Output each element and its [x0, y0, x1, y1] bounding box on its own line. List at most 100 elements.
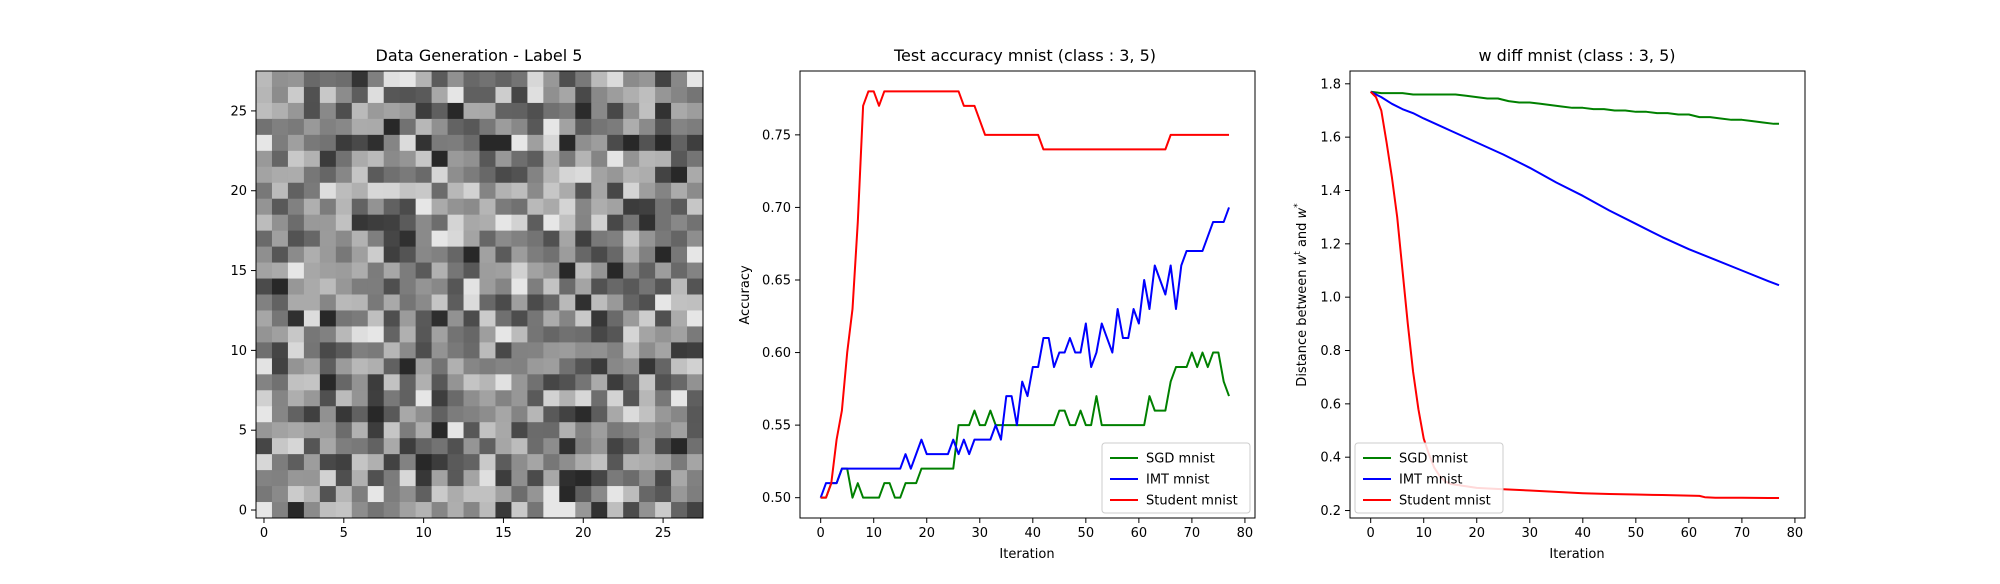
heatmap-cell — [383, 358, 401, 375]
heatmap-cell — [687, 86, 704, 104]
heatmap-cell — [671, 150, 688, 168]
heatmap-cell — [383, 342, 401, 359]
heatmap-cell — [287, 374, 305, 391]
heatmap-cell — [351, 438, 369, 455]
heatmap-cell — [511, 390, 528, 407]
heatmap-cell — [639, 470, 656, 487]
heatmap-cell — [415, 118, 432, 136]
heatmap-cell — [415, 182, 432, 200]
heatmap-cell — [559, 214, 576, 232]
heatmap-cell — [415, 71, 432, 88]
heatmap-cell — [591, 198, 608, 216]
heatmap-cell — [271, 198, 289, 216]
heatmap-cell — [559, 454, 576, 471]
heatmap-cell — [399, 310, 417, 327]
heatmap-cell — [527, 166, 544, 184]
heatmap-cell — [271, 262, 289, 279]
heatmap-cell — [495, 262, 512, 279]
heatmap-cell — [575, 358, 592, 375]
heatmap-cell — [399, 374, 417, 391]
heatmap-cell — [351, 406, 369, 423]
heatmap-cell — [415, 326, 432, 343]
heatmap-cell — [303, 374, 321, 391]
heatmap-cell — [543, 214, 560, 232]
heatmap-cell — [351, 71, 369, 88]
heatmap-cell — [495, 182, 512, 200]
heatmap-cell — [319, 71, 337, 88]
heatmap-cell — [655, 118, 672, 136]
heatmap-cell — [399, 262, 417, 279]
heatmap-cell — [623, 310, 640, 327]
heatmap-cell — [367, 118, 385, 136]
heatmap-cell — [559, 166, 576, 184]
heatmap-cell — [463, 230, 480, 247]
heatmap-cell — [367, 102, 385, 120]
heatmap-cell — [431, 71, 448, 88]
heatmap-cell — [399, 71, 417, 88]
heatmap-cell — [671, 71, 688, 88]
heatmap-cell — [303, 406, 321, 423]
heatmap-cell — [335, 502, 353, 519]
heatmap-cell — [367, 406, 385, 423]
heatmap-cell — [591, 406, 608, 423]
heatmap-cell — [351, 118, 369, 136]
heatmap-cell — [591, 342, 608, 359]
heatmap-cell — [671, 406, 688, 423]
heatmap-cell — [351, 230, 369, 247]
heatmap-cell — [655, 390, 672, 407]
heatmap-cell — [431, 246, 448, 263]
heatmap-cell — [527, 182, 544, 200]
heatmap-cell — [319, 454, 337, 471]
heatmap-cell — [559, 134, 576, 152]
heatmap-cell — [447, 262, 464, 279]
heatmap-cell — [287, 166, 305, 184]
heatmap-cell — [256, 102, 273, 120]
heatmap-cell — [463, 374, 480, 391]
heatmap-cell — [319, 102, 337, 120]
heatmap-cell — [447, 166, 464, 184]
heatmap-cell — [447, 342, 464, 359]
heatmap-cell — [271, 214, 289, 232]
heatmap-cell — [655, 214, 672, 232]
heatmap-cell — [447, 374, 464, 391]
heatmap-cell — [687, 262, 704, 279]
heatmap-cell — [256, 502, 273, 519]
heatmap-cell — [591, 294, 608, 311]
heatmap-cell — [543, 102, 560, 120]
heatmap-cell — [623, 294, 640, 311]
heatmap-cell — [335, 486, 353, 503]
heatmap-cell — [527, 310, 544, 327]
heatmap-cell — [591, 454, 608, 471]
heatmap-cell — [527, 118, 544, 136]
heatmap-cell — [256, 310, 273, 327]
heatmap-cell — [447, 278, 464, 295]
heatmap-cell — [687, 102, 704, 120]
heatmap-cell — [495, 502, 512, 519]
heatmap-cell — [463, 262, 480, 279]
heatmap-cell — [639, 86, 656, 104]
heatmap-cell — [623, 86, 640, 104]
heatmap-cell — [543, 310, 560, 327]
heatmap-cell — [399, 406, 417, 423]
heatmap-cell — [495, 230, 512, 247]
heatmap-cell — [655, 262, 672, 279]
heatmap-cell — [527, 502, 544, 519]
heatmap-cell — [607, 246, 624, 263]
heatmap-cell — [303, 182, 321, 200]
heatmap-cell — [319, 182, 337, 200]
plot-frame — [255, 70, 704, 519]
heatmap-cell — [383, 166, 401, 184]
heatmap-cell — [655, 422, 672, 439]
legend-box — [1101, 442, 1251, 514]
heatmap-cell — [575, 326, 592, 343]
heatmap-cell — [256, 390, 273, 407]
y-axis-label: Accuracy — [738, 265, 753, 325]
y-tick-label: 1.8 — [1320, 77, 1341, 92]
heatmap-cell — [463, 198, 480, 216]
x-tick-label: 10 — [865, 526, 882, 541]
heatmap-cell — [431, 374, 448, 391]
heatmap-cell — [399, 470, 417, 487]
heatmap-cell — [383, 486, 401, 503]
heatmap-cell — [559, 438, 576, 455]
heatmap-cell — [431, 358, 448, 375]
